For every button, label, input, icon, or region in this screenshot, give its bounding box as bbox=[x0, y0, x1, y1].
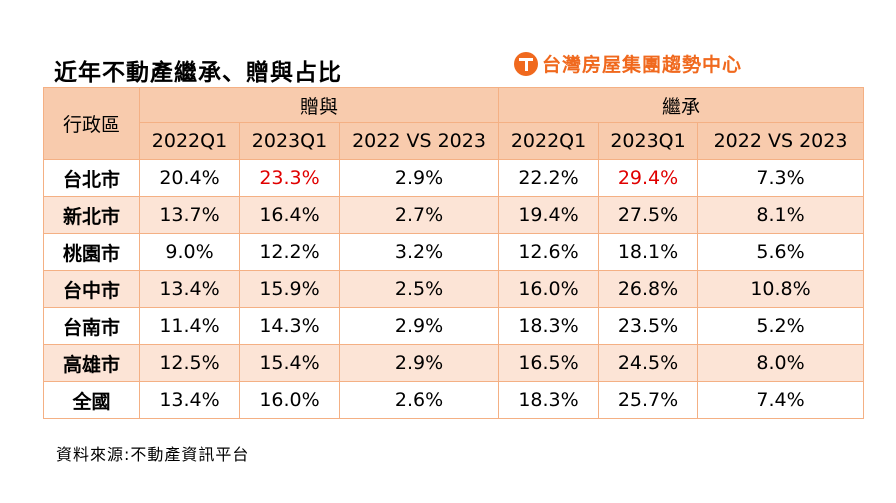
value-cell: 24.5% bbox=[598, 344, 699, 382]
value-cell: 15.4% bbox=[239, 344, 340, 382]
source-note: 資料來源:不動產資訊平台 bbox=[56, 445, 250, 464]
value-cell: 2.9% bbox=[338, 307, 500, 345]
header-group-gift: 贈與 bbox=[138, 87, 500, 123]
table-row: 桃園市 9.0% 12.2% 3.2% 12.6% 18.1% 5.6% bbox=[43, 233, 865, 271]
region-cell: 台北市 bbox=[43, 159, 140, 197]
brand: 台灣房屋集團趨勢中心 bbox=[514, 50, 742, 77]
value-cell: 9.0% bbox=[139, 233, 240, 271]
inheritance-gift-table: 行政區 贈與 繼承 2022Q1 2023Q1 2022 VS 2023 202… bbox=[43, 87, 865, 419]
header-sub: 2023Q1 bbox=[598, 122, 699, 160]
value-cell: 12.2% bbox=[239, 233, 340, 271]
region-cell: 全國 bbox=[43, 381, 140, 419]
page-title: 近年不動產繼承、贈與占比 bbox=[54, 60, 342, 86]
header-sub: 2022 VS 2023 bbox=[697, 122, 865, 160]
value-cell: 7.4% bbox=[697, 381, 865, 419]
value-cell: 16.5% bbox=[498, 344, 600, 382]
region-cell: 新北市 bbox=[43, 196, 140, 234]
value-cell: 16.0% bbox=[239, 381, 340, 419]
header-sub: 2022 VS 2023 bbox=[338, 122, 500, 160]
value-cell: 12.6% bbox=[498, 233, 600, 271]
header-sub: 2022Q1 bbox=[498, 122, 600, 160]
region-cell: 高雄市 bbox=[43, 344, 140, 382]
value-cell: 20.4% bbox=[139, 159, 240, 197]
region-cell: 桃園市 bbox=[43, 233, 140, 271]
table-row: 全國 13.4% 16.0% 2.6% 18.3% 25.7% 7.4% bbox=[43, 381, 865, 419]
value-cell: 5.6% bbox=[697, 233, 865, 271]
table-row: 台北市 20.4% 23.3% 2.9% 22.2% 29.4% 7.3% bbox=[43, 159, 865, 197]
table-row: 新北市 13.7% 16.4% 2.7% 19.4% 27.5% 8.1% bbox=[43, 196, 865, 234]
value-cell: 16.4% bbox=[239, 196, 340, 234]
value-cell: 2.9% bbox=[338, 344, 500, 382]
value-cell: 10.8% bbox=[697, 270, 865, 308]
header-group-inheritance: 繼承 bbox=[498, 87, 865, 123]
header-region: 行政區 bbox=[43, 87, 140, 160]
value-cell: 19.4% bbox=[498, 196, 600, 234]
value-cell: 16.0% bbox=[498, 270, 600, 308]
region-cell: 台中市 bbox=[43, 270, 140, 308]
value-cell: 13.7% bbox=[139, 196, 240, 234]
value-cell: 12.5% bbox=[139, 344, 240, 382]
value-cell: 8.1% bbox=[697, 196, 865, 234]
header-sub: 2022Q1 bbox=[139, 122, 240, 160]
header-sub: 2023Q1 bbox=[239, 122, 340, 160]
value-cell: 2.6% bbox=[338, 381, 500, 419]
value-cell: 27.5% bbox=[598, 196, 699, 234]
value-cell: 7.3% bbox=[697, 159, 865, 197]
value-cell: 14.3% bbox=[239, 307, 340, 345]
value-cell: 8.0% bbox=[697, 344, 865, 382]
brand-name: 台灣房屋集團趨勢中心 bbox=[542, 54, 743, 76]
value-cell: 26.8% bbox=[598, 270, 699, 308]
value-cell: 29.4% bbox=[598, 159, 699, 197]
value-cell: 13.4% bbox=[139, 270, 240, 308]
value-cell: 18.3% bbox=[498, 381, 600, 419]
value-cell: 25.7% bbox=[598, 381, 699, 419]
value-cell: 15.9% bbox=[239, 270, 340, 308]
value-cell: 13.4% bbox=[139, 381, 240, 419]
value-cell: 3.2% bbox=[338, 233, 500, 271]
table-row: 高雄市 12.5% 15.4% 2.9% 16.5% 24.5% 8.0% bbox=[43, 344, 865, 382]
value-cell: 2.5% bbox=[338, 270, 500, 308]
value-cell: 18.1% bbox=[598, 233, 699, 271]
value-cell: 23.5% bbox=[598, 307, 699, 345]
value-cell: 2.9% bbox=[338, 159, 500, 197]
table-row: 台南市 11.4% 14.3% 2.9% 18.3% 23.5% 5.2% bbox=[43, 307, 865, 345]
value-cell: 2.7% bbox=[338, 196, 500, 234]
region-cell: 台南市 bbox=[43, 307, 140, 345]
value-cell: 5.2% bbox=[697, 307, 865, 345]
value-cell: 11.4% bbox=[139, 307, 240, 345]
value-cell: 23.3% bbox=[239, 159, 340, 197]
table-body: 台北市 20.4% 23.3% 2.9% 22.2% 29.4% 7.3% 新北市 13.7% 1… bbox=[43, 159, 865, 419]
t-logo-icon bbox=[514, 51, 538, 76]
value-cell: 18.3% bbox=[498, 307, 600, 345]
table-row: 台中市 13.4% 15.9% 2.5% 16.0% 26.8% 10.8% bbox=[43, 270, 865, 308]
value-cell: 22.2% bbox=[498, 159, 600, 197]
